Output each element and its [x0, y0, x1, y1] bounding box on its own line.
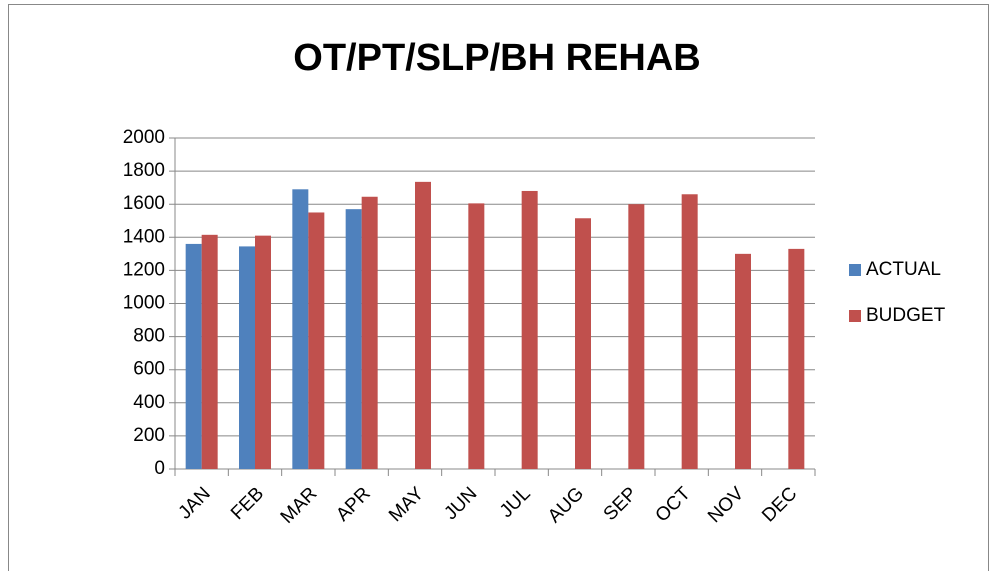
- bar: [361, 196, 378, 469]
- bar: [239, 246, 255, 469]
- y-tick-label: 400: [133, 392, 165, 413]
- y-tick-label: 800: [133, 326, 165, 347]
- bar: [575, 218, 591, 469]
- bar: [468, 203, 485, 469]
- bar: [735, 253, 751, 469]
- chart-frame: [8, 4, 989, 576]
- bar: [308, 212, 325, 469]
- y-tick-label: 1200: [123, 259, 165, 280]
- bar: [255, 235, 271, 469]
- bar: [292, 189, 309, 469]
- y-tick-label: 1000: [123, 293, 165, 314]
- legend-label: BUDGET: [866, 305, 946, 326]
- bar: [345, 209, 362, 470]
- legend-swatch: [849, 264, 861, 276]
- bar: [521, 190, 538, 469]
- y-tick-label: 1400: [123, 226, 165, 247]
- chart-title: OT/PT/SLP/BH REHAB: [293, 37, 700, 79]
- legend-label: ACTUAL: [866, 259, 941, 280]
- bar: [788, 248, 805, 469]
- bar: [415, 181, 431, 470]
- y-tick-label: 1600: [123, 193, 165, 214]
- y-tick-label: 2000: [123, 127, 165, 148]
- y-tick-label: 0: [154, 458, 165, 479]
- bar: [681, 194, 698, 469]
- y-tick-label: 200: [133, 425, 165, 446]
- y-tick-label: 600: [133, 359, 165, 380]
- legend-swatch: [849, 310, 861, 322]
- bar: [628, 204, 645, 469]
- y-tick-label: 1800: [123, 160, 165, 181]
- bar: [201, 234, 218, 469]
- bar: [185, 243, 202, 469]
